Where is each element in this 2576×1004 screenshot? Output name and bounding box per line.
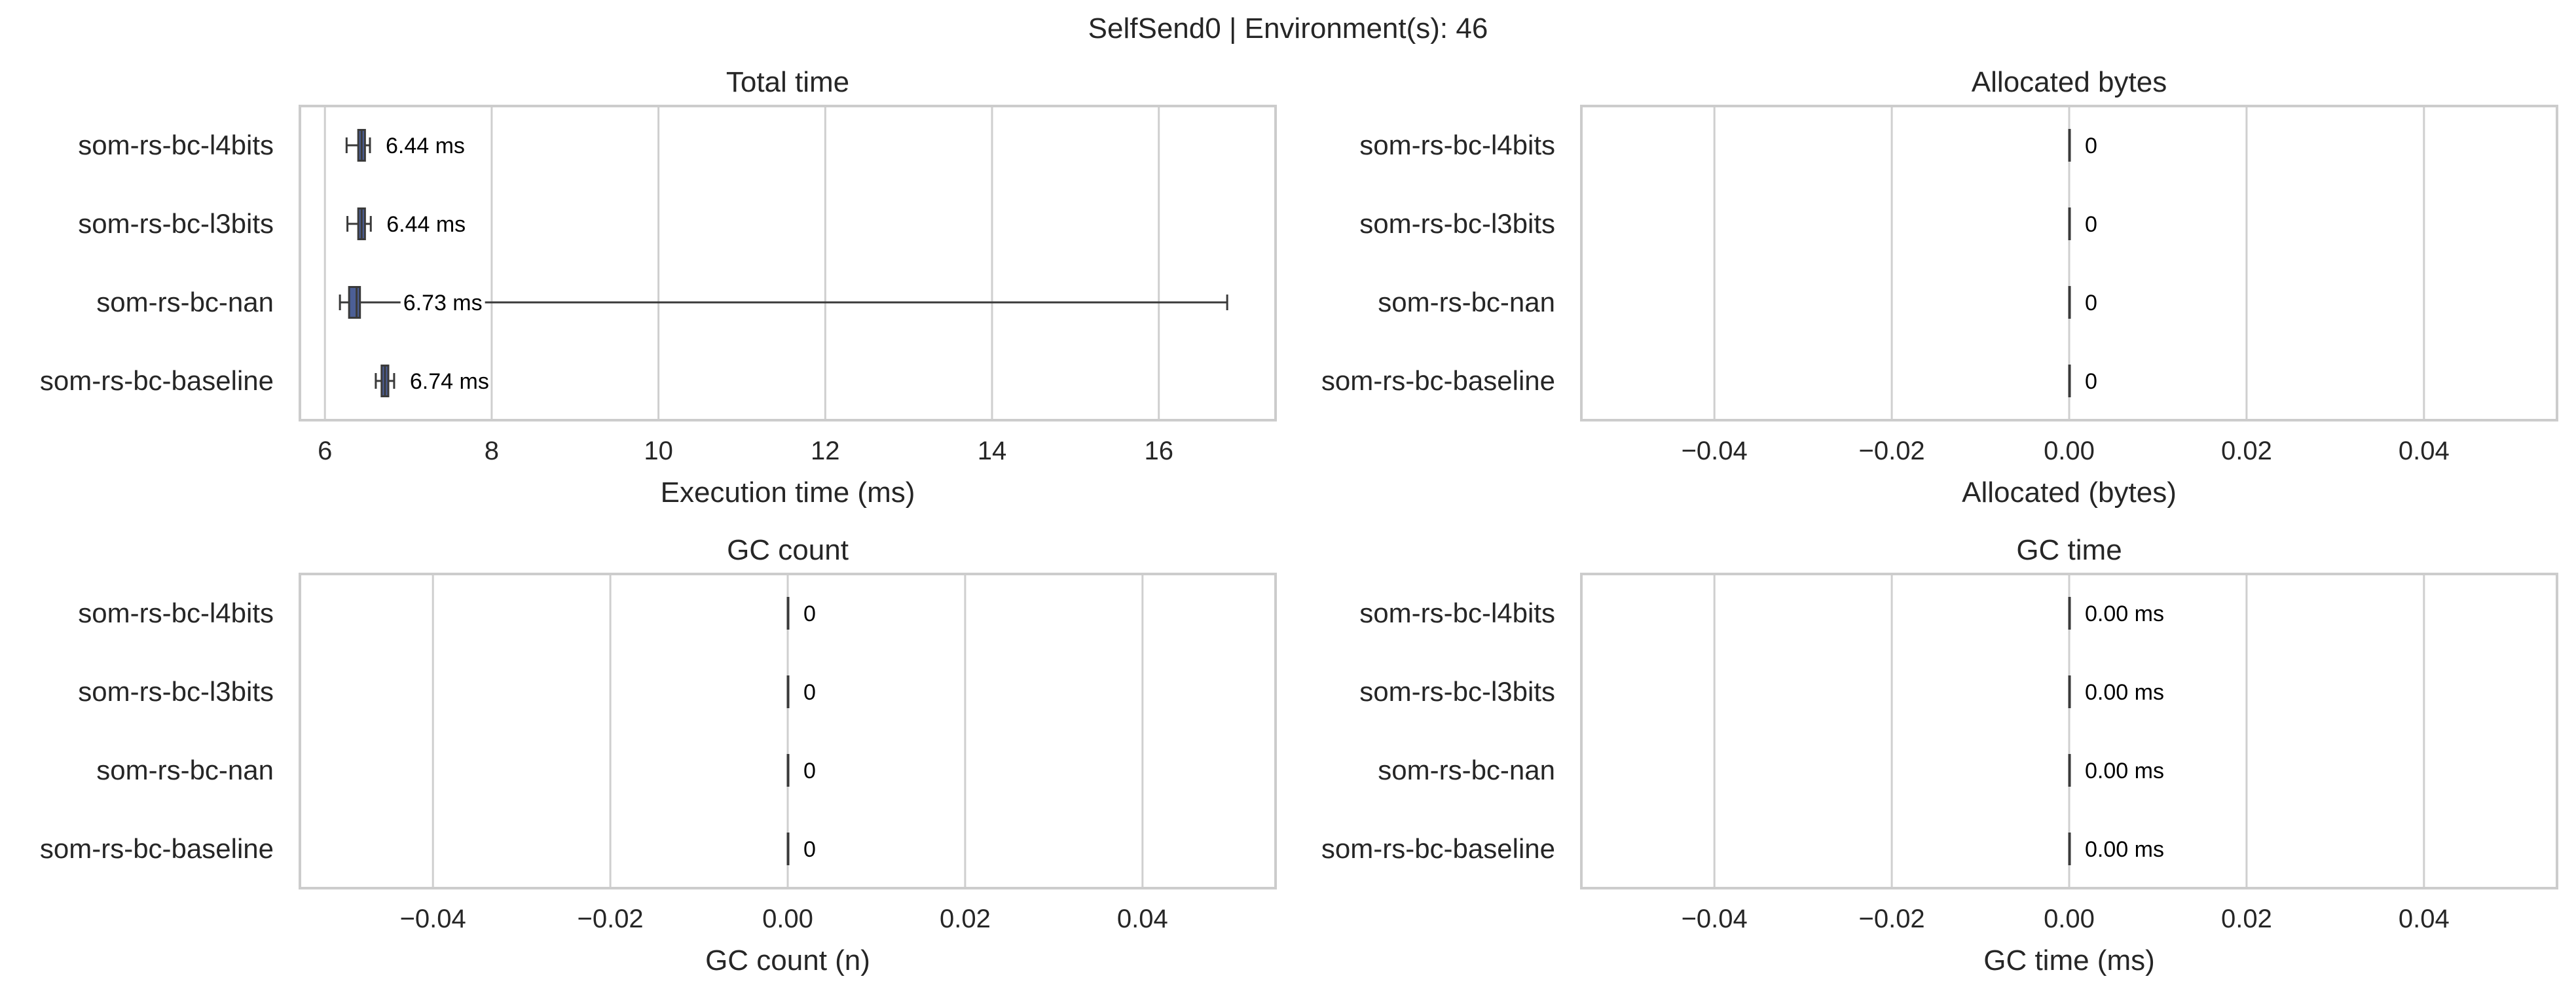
data-label: 0: [2085, 369, 2097, 394]
y-tick-label: som-rs-bc-l3bits: [78, 676, 274, 707]
chart-panel-2: Allocated bytes −0.04 −0.02 0.00 0.02 0.04 All…: [1321, 66, 2558, 509]
y-tick-label: som-rs-bc-l4bits: [1359, 598, 1555, 628]
box-plot-3: 0.00 ms: [2068, 754, 2164, 787]
axes-frame: [1580, 573, 2558, 889]
figure-title: SelfSend0 | Environment(s): 46: [1088, 12, 1488, 45]
box-plot-1: 0.00 ms: [2068, 597, 2164, 630]
box-plot-1: 0: [2068, 129, 2097, 162]
x-axis-label: GC time (ms): [1983, 944, 2155, 977]
x-tick-label: 0.02: [2221, 905, 2272, 933]
subplot-title: Total time: [726, 66, 849, 98]
x-tick-label: −0.04: [400, 905, 466, 933]
data-label: 0: [803, 759, 816, 783]
x-tick-label: −0.02: [577, 905, 643, 933]
axes-frame: [299, 105, 1277, 421]
y-tick-label: som-rs-bc-l3bits: [78, 208, 274, 239]
x-tick-label: 0.02: [2221, 437, 2272, 465]
box-plot-1: 0: [786, 597, 816, 630]
x-tick-label: 0.04: [2399, 437, 2450, 465]
subplot-title: GC count: [727, 534, 849, 566]
axes-frame: [299, 573, 1277, 889]
box-plot-2: 0.00 ms: [2068, 675, 2164, 708]
x-axis-label: Allocated (bytes): [1962, 476, 2177, 509]
x-tick-label: 0.02: [940, 905, 991, 933]
box: [348, 286, 361, 319]
box-plot-2: 6.44 ms: [346, 207, 466, 240]
data-label: 6.44 ms: [386, 134, 465, 158]
x-tick-label: 0.04: [1117, 905, 1168, 933]
chart-panel-3: GC count −0.04 −0.02 0.00 0.02 0.04 GC count (…: [40, 534, 1277, 977]
x-tick-label: 8: [485, 437, 499, 465]
data-label: 0.00 ms: [2085, 837, 2164, 862]
x-tick-label: 12: [811, 437, 840, 465]
y-tick-label: som-rs-bc-l4bits: [1359, 130, 1555, 160]
data-label: 0: [803, 680, 816, 705]
data-label: 6.44 ms: [386, 212, 466, 237]
box-plot-1: 6.44 ms: [345, 129, 465, 162]
x-tick-label: 10: [644, 437, 673, 465]
box-plot-4: 0: [2068, 365, 2097, 397]
data-label: 0: [2085, 291, 2097, 315]
x-tick-label: 14: [978, 437, 1007, 465]
box-plot-4: 6.74 ms: [375, 365, 489, 397]
x-tick-label: −0.04: [1682, 905, 1748, 933]
x-tick-label: 6: [318, 437, 332, 465]
subplot-title: GC time: [2016, 534, 2122, 566]
x-axis-label: Execution time (ms): [661, 476, 915, 509]
x-tick-label: −0.02: [1858, 905, 1924, 933]
data-label: 6.73 ms: [403, 291, 483, 315]
y-tick-label: som-rs-bc-nan: [96, 755, 274, 785]
box-plot-2: 0: [786, 675, 816, 708]
y-tick-label: som-rs-bc-l4bits: [78, 598, 274, 628]
box-plot-4: 0: [786, 833, 816, 865]
data-label: 0: [2085, 134, 2097, 158]
data-label: 0.00 ms: [2085, 680, 2164, 705]
y-tick-label: som-rs-bc-l3bits: [1359, 676, 1555, 707]
x-tick-label: 0.00: [2044, 905, 2095, 933]
y-tick-label: som-rs-bc-nan: [1378, 287, 1555, 317]
chart-panel-4: GC time −0.04 −0.02 0.00 0.02 0.04 GC time (ms…: [1321, 534, 2558, 977]
y-tick-label: som-rs-bc-l4bits: [78, 130, 274, 160]
x-axis-label: GC count (n): [705, 944, 870, 977]
chart-panels: Total time 6 8 10 12 14 16 Execution time (ms) s…: [40, 66, 2558, 977]
subplot-title: Allocated bytes: [1972, 66, 2167, 98]
box-plot-2: 0: [2068, 207, 2097, 240]
box-plot-4: 0.00 ms: [2068, 833, 2164, 865]
data-label: 6.74 ms: [410, 369, 489, 394]
x-tick-label: −0.02: [1858, 437, 1924, 465]
data-label: 0: [803, 837, 816, 862]
x-tick-label: 0.00: [762, 905, 813, 933]
box-plot-3: 0: [2068, 286, 2097, 319]
y-tick-label: som-rs-bc-l3bits: [1359, 208, 1555, 239]
x-tick-label: 0.04: [2399, 905, 2450, 933]
data-label: 0: [803, 601, 816, 626]
chart-panel-1: Total time 6 8 10 12 14 16 Execution time (ms) s…: [40, 66, 1277, 509]
box-plot-3: 0: [786, 754, 816, 787]
box-plot-3: 6.73 ms: [339, 286, 1228, 319]
x-tick-label: −0.04: [1682, 437, 1748, 465]
y-tick-label: som-rs-bc-baseline: [1321, 833, 1555, 864]
x-tick-label: 0.00: [2044, 437, 2095, 465]
data-label: 0.00 ms: [2085, 601, 2164, 626]
y-tick-label: som-rs-bc-baseline: [40, 365, 274, 396]
data-label: 0: [2085, 212, 2097, 237]
x-tick-label: 16: [1144, 437, 1173, 465]
y-tick-label: som-rs-bc-nan: [96, 287, 274, 317]
axes-frame: [1580, 105, 2558, 421]
data-label: 0.00 ms: [2085, 759, 2164, 783]
y-tick-label: som-rs-bc-baseline: [1321, 365, 1555, 396]
y-tick-label: som-rs-bc-nan: [1378, 755, 1555, 785]
y-tick-label: som-rs-bc-baseline: [40, 833, 274, 864]
data-label-background: [400, 289, 485, 317]
